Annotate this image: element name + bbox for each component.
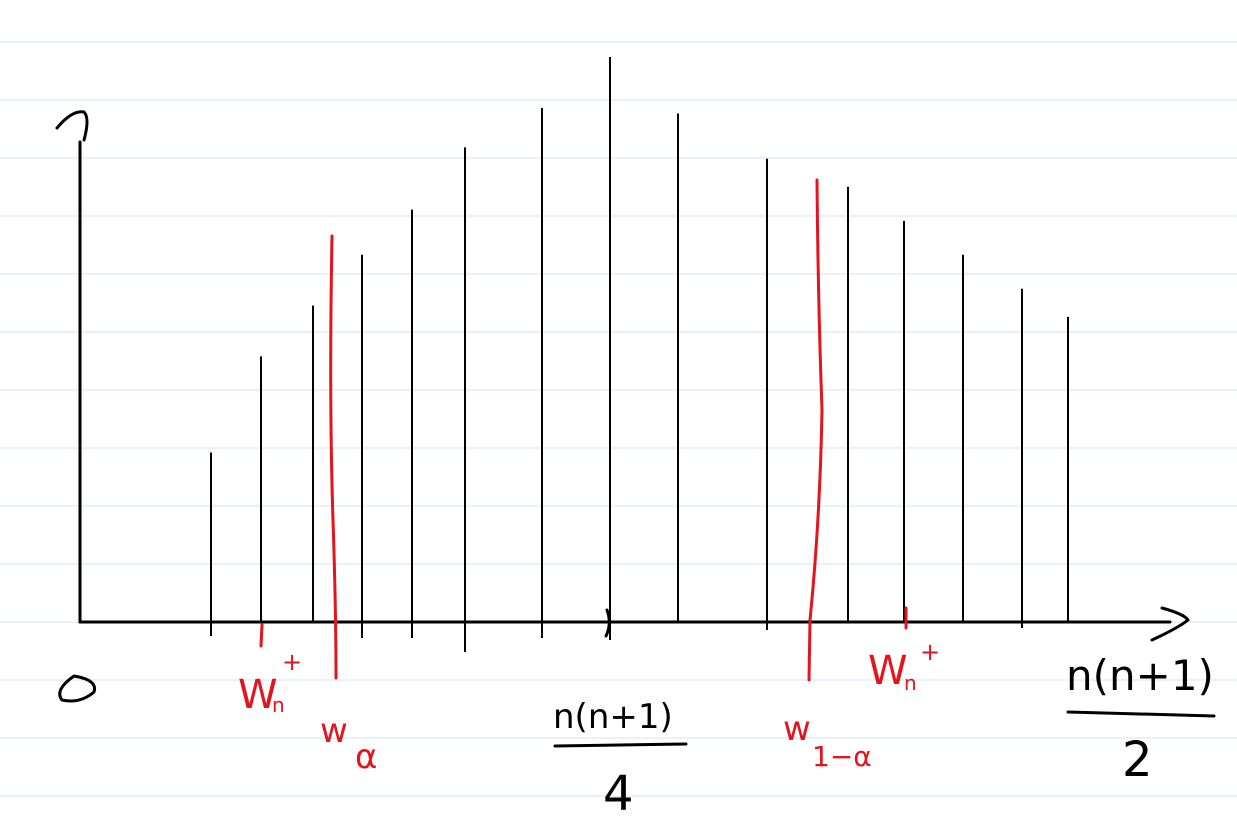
labels: 0 W n + w α n(n+1) 4 w 1−α W n + [66,638,1216,822]
center-denominator: 4 [603,766,634,822]
max-fraction: n(n+1) 2 [1066,651,1216,788]
y-axis-arrow-icon [55,110,89,142]
q-left-sub: α [355,737,377,777]
max-denominator: 2 [1122,732,1153,788]
origin-zero-glyph [58,674,97,703]
center-numerator: n(n+1) [553,697,673,737]
upper-critical-line [807,178,824,682]
max-numerator: n(n+1) [1066,651,1214,700]
y-axis [55,110,89,624]
distribution-bars [210,57,1069,652]
lower-critical-line [329,234,338,680]
w-right-label: W n + [868,638,940,695]
w-right-sub: n [904,671,917,695]
q-left-label: w α [320,711,377,777]
notebook-rules [0,41,1237,797]
w-left-sup: + [282,648,302,676]
q-right-sub: 1−α [812,740,872,773]
max-fraction-bar [1066,710,1216,718]
center-fraction: n(n+1) 4 [553,697,688,822]
q-right-label: w 1−α [783,709,872,773]
x-axis-arrow-icon [1150,606,1190,642]
observed-ticks [259,606,908,648]
q-left-main: w [320,711,348,751]
w-left-label: W n + [238,648,302,718]
w-left-main: W [238,672,278,718]
w-right-sup: + [920,638,940,666]
critical-value-lines [329,178,824,682]
origin-label: 0 [66,696,67,698]
center-tick [604,608,611,638]
w-right-main: W [868,648,908,694]
q-right-main: w [783,709,811,749]
w-left-sub: n [272,693,285,717]
center-fraction-bar [553,742,688,748]
